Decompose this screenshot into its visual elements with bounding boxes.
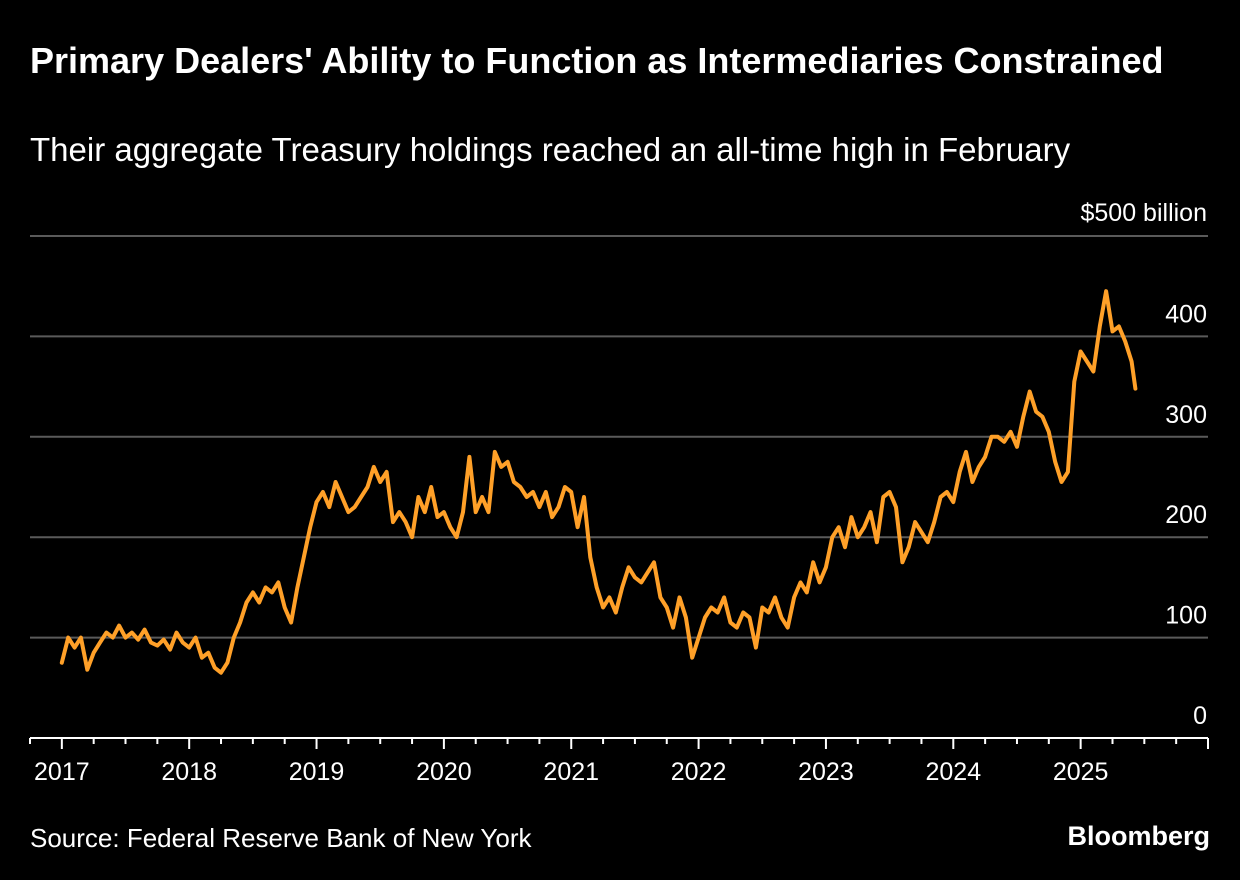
y-tick-label-300: 300 <box>1165 401 1207 429</box>
x-tick-label-2025: 2025 <box>1053 758 1109 786</box>
y-tick-label-400: 400 <box>1165 300 1207 328</box>
x-tick-label-2022: 2022 <box>671 758 727 786</box>
series-group <box>59 289 1138 675</box>
chart-title: Primary Dealers' Ability to Function as … <box>30 40 1164 81</box>
bloomberg-logo: Bloomberg <box>1067 821 1210 851</box>
x-tick-label-2021: 2021 <box>543 758 599 786</box>
x-tick-label-2024: 2024 <box>925 758 981 786</box>
x-tick-label-2023: 2023 <box>798 758 854 786</box>
x-axis: 2017 2018 2019 2020 2021 2022 2023 2024 2025 <box>29 737 1209 786</box>
y-axis: 0 100 200 300 400 <box>1165 300 1207 730</box>
x-tick-label-2017: 2017 <box>34 758 90 786</box>
x-tick-label-2019: 2019 <box>289 758 345 786</box>
series-line-0 <box>59 289 1138 675</box>
chart-subtitle: Their aggregate Treasury holdings reache… <box>30 131 1071 168</box>
y-tick-label-0: 0 <box>1193 702 1207 730</box>
gridlines <box>30 235 1208 639</box>
y-tick-label-200: 200 <box>1165 501 1207 529</box>
y-unit-label: $500 billion <box>1081 199 1208 227</box>
x-tick-label-2020: 2020 <box>416 758 472 786</box>
x-tick-label-2018: 2018 <box>161 758 217 786</box>
y-tick-label-100: 100 <box>1165 602 1207 630</box>
source-note: Source: Federal Reserve Bank of New York <box>30 823 532 853</box>
